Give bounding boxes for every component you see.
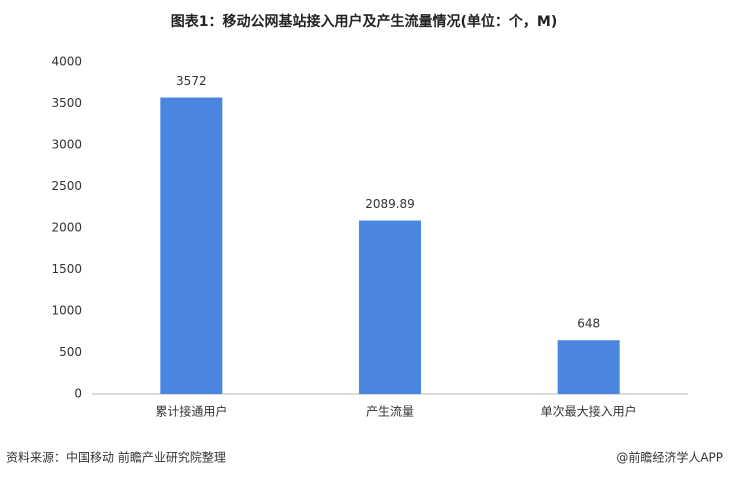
y-tick-label: 500 [59,345,82,359]
credit: @前瞻经济学人APP [616,450,723,465]
chart-title: 图表1：移动公网基站接入用户及产生流量情况(单位：个，M) [171,13,557,30]
bar [557,340,620,394]
y-tick-label: 2000 [51,221,82,235]
y-tick-label: 2500 [51,179,82,193]
x-tick-label: 单次最大接入用户 [541,404,637,419]
x-tick-label: 累计接通用户 [155,404,227,419]
y-tick-label: 1500 [51,262,82,276]
x-tick-label: 产生流量 [366,405,414,419]
value-label: 3572 [176,74,207,88]
bar [359,220,421,394]
source: 资料来源：中国移动 前瞻产业研究院整理 [6,450,226,465]
y-tick-label: 4000 [51,55,82,69]
bar [160,97,223,395]
y-tick-label: 3000 [51,138,82,152]
value-label: 648 [577,317,600,331]
y-tick-label: 0 [74,387,82,401]
y-tick-label: 1000 [51,304,82,318]
y-tick-label: 3500 [51,96,82,110]
value-label: 2089.89 [365,197,415,211]
